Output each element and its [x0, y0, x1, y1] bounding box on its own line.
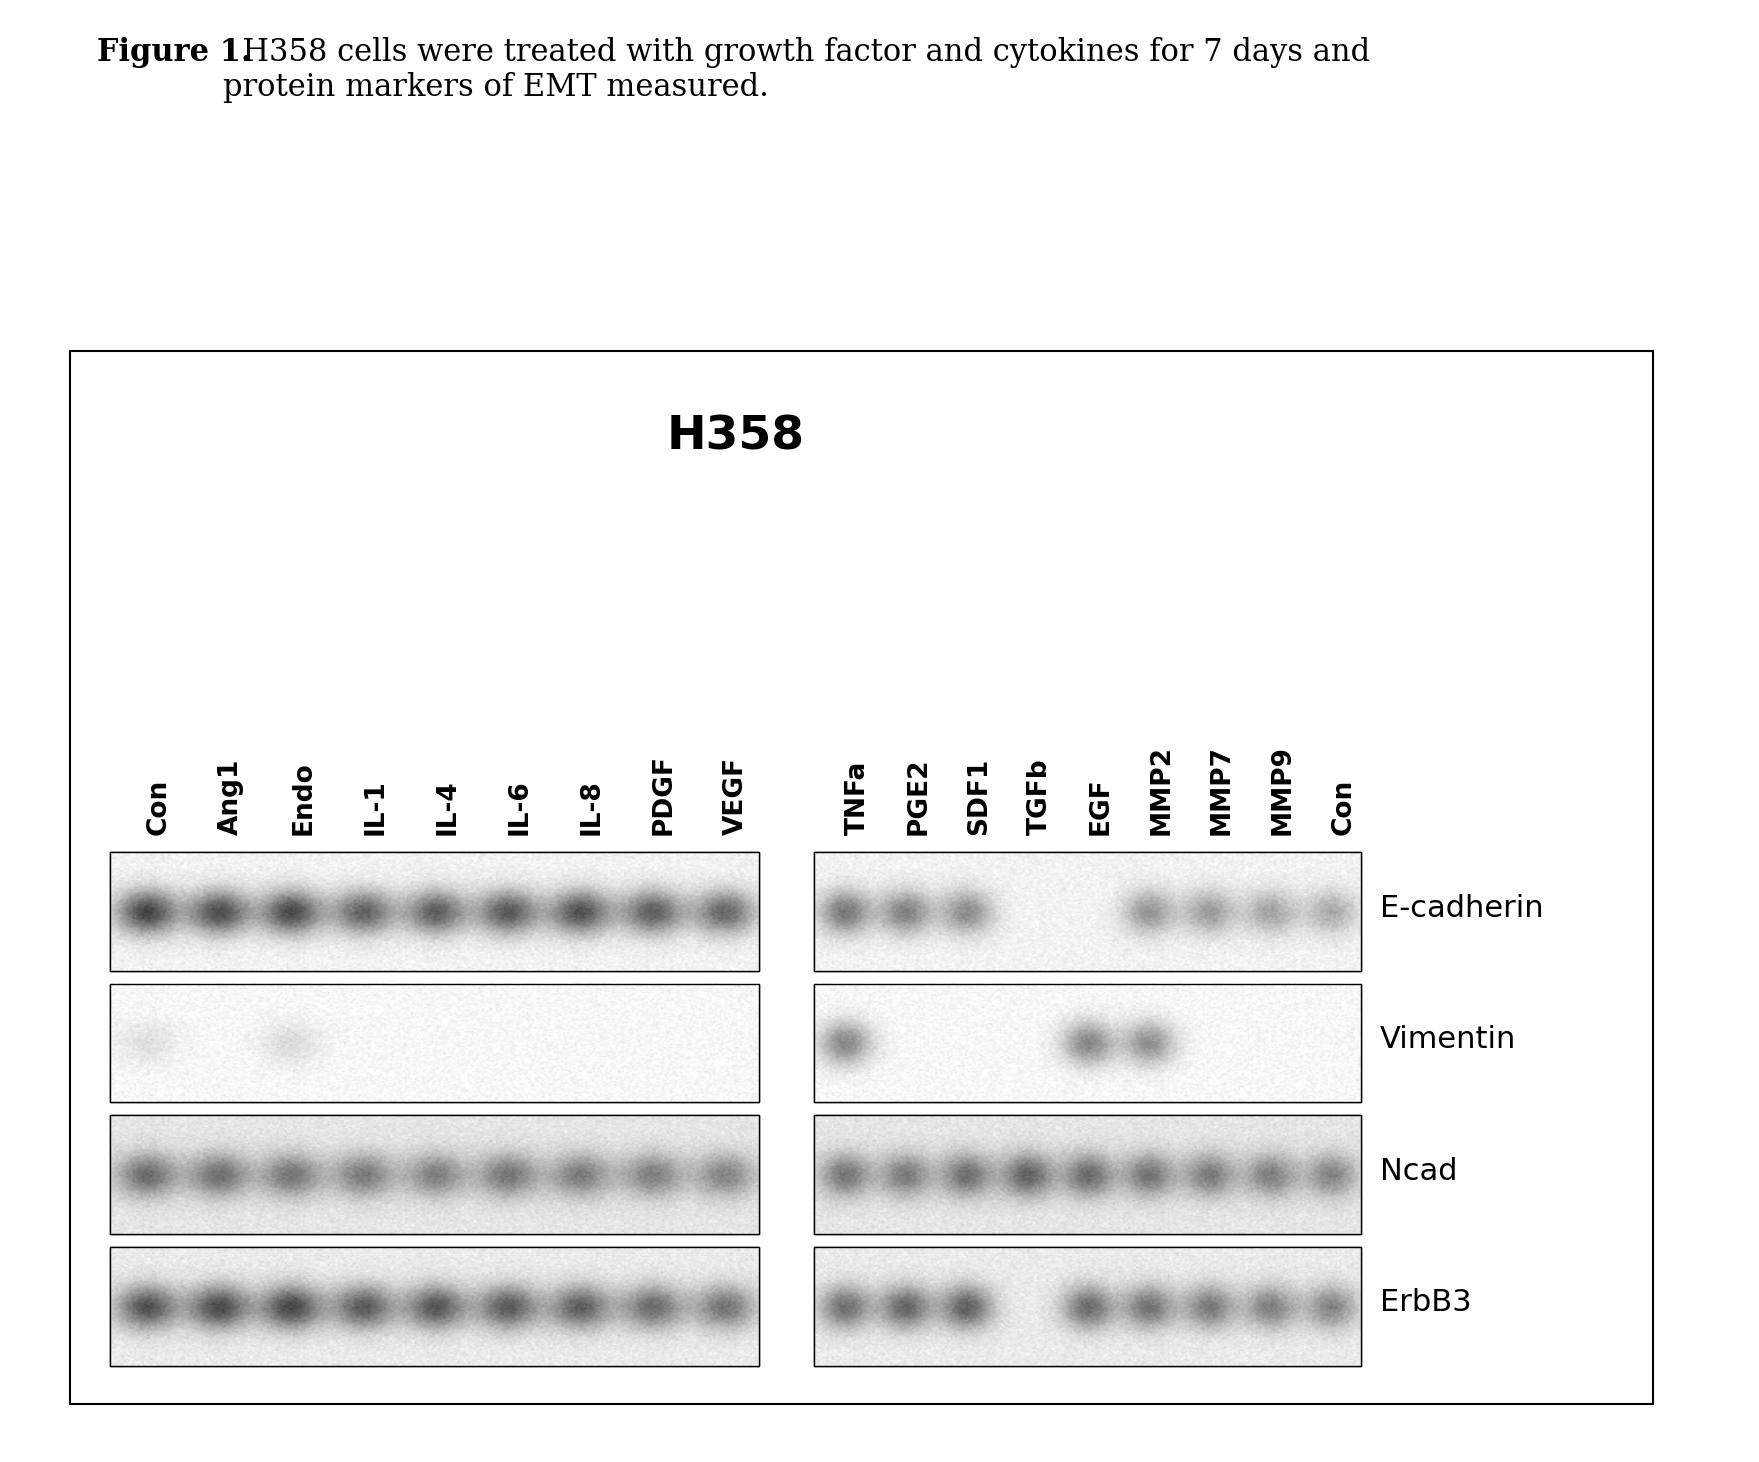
- Bar: [109, 1247, 760, 1366]
- Bar: [814, 984, 1360, 1102]
- Text: H358 cells were treated with growth factor and cytokines for 7 days and
protein : H358 cells were treated with growth fact…: [223, 37, 1370, 104]
- Bar: [109, 984, 760, 1102]
- Text: TGFb: TGFb: [1027, 759, 1054, 835]
- Text: Vimentin: Vimentin: [1379, 1025, 1516, 1054]
- Bar: [109, 1116, 760, 1234]
- Text: ErbB3: ErbB3: [1379, 1288, 1471, 1317]
- Text: PDGF: PDGF: [651, 754, 677, 835]
- Text: IL-8: IL-8: [579, 779, 605, 835]
- Bar: [814, 852, 1360, 971]
- Text: PGE2: PGE2: [906, 757, 932, 835]
- Text: Con: Con: [146, 779, 172, 835]
- Bar: [109, 1116, 760, 1234]
- Text: IL-4: IL-4: [434, 779, 461, 835]
- Bar: [814, 1247, 1360, 1366]
- Text: MMP7: MMP7: [1208, 746, 1235, 835]
- Bar: [109, 852, 760, 971]
- Text: MMP9: MMP9: [1270, 746, 1296, 835]
- Bar: [814, 1116, 1360, 1234]
- Bar: [814, 984, 1360, 1102]
- Text: Endo: Endo: [290, 762, 317, 835]
- Text: EGF: EGF: [1087, 778, 1113, 835]
- Text: IL-1: IL-1: [362, 779, 389, 835]
- Text: SDF1: SDF1: [966, 757, 992, 835]
- Bar: [814, 852, 1360, 971]
- Bar: [109, 852, 760, 971]
- Bar: [109, 984, 760, 1102]
- Text: TNFa: TNFa: [844, 760, 871, 835]
- Text: Ncad: Ncad: [1379, 1156, 1456, 1186]
- Text: VEGF: VEGF: [723, 757, 749, 835]
- Text: Con: Con: [1330, 779, 1356, 835]
- Text: MMP2: MMP2: [1149, 746, 1175, 835]
- Text: IL-6: IL-6: [507, 779, 533, 835]
- Text: Figure 1.: Figure 1.: [97, 37, 252, 67]
- Bar: [814, 1116, 1360, 1234]
- Text: Ang1: Ang1: [218, 759, 245, 835]
- Bar: [814, 1247, 1360, 1366]
- Bar: [109, 1247, 760, 1366]
- Text: H358: H358: [667, 414, 804, 459]
- Text: E-cadherin: E-cadherin: [1379, 893, 1543, 923]
